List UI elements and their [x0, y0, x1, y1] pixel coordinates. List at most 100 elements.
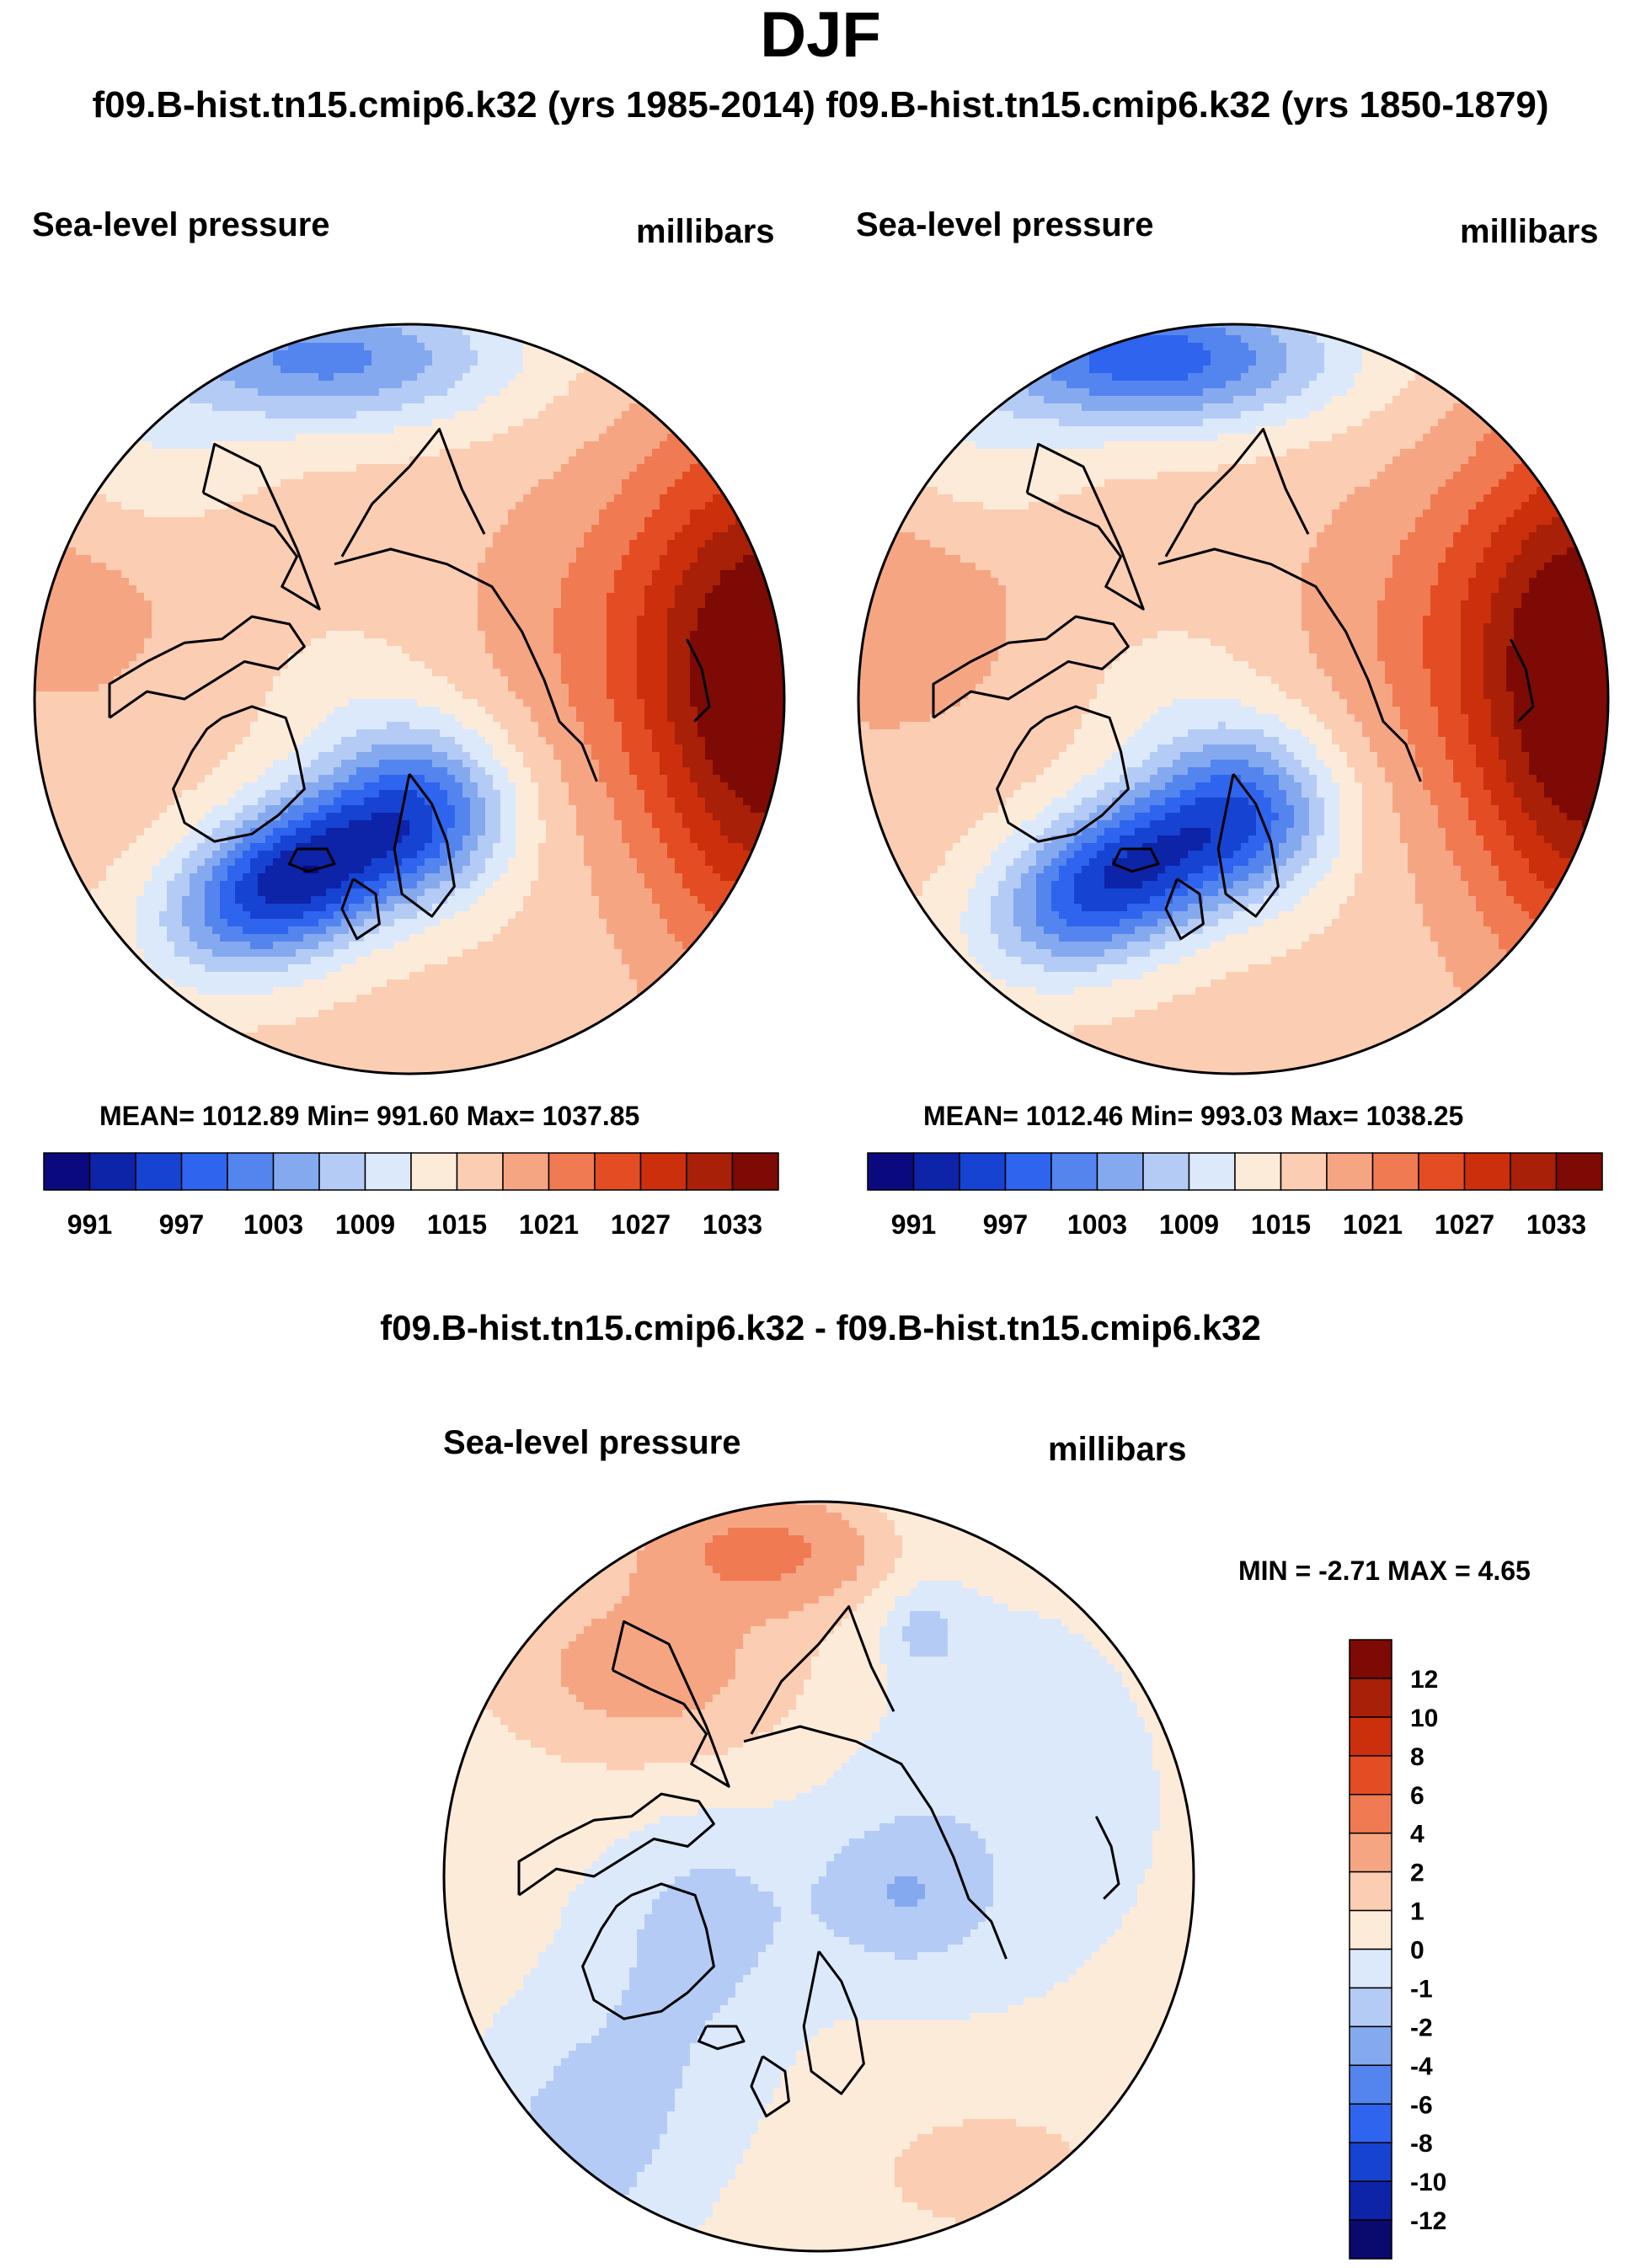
contour-cell	[356, 419, 365, 427]
contour-cell	[144, 744, 152, 753]
contour-cell	[303, 729, 312, 738]
contour-cell	[174, 593, 183, 601]
contour-cell	[440, 691, 448, 700]
contour-cell	[425, 843, 433, 851]
contour-cell	[235, 979, 243, 988]
contour-cell	[129, 873, 137, 882]
contour-cell	[144, 472, 152, 480]
contour-cell	[190, 464, 198, 472]
contour-cell	[220, 578, 228, 586]
contour-cell	[258, 373, 266, 382]
contour-cell	[394, 608, 403, 616]
contour-cell	[197, 835, 206, 844]
contour-cell	[470, 479, 478, 488]
contour-cell	[167, 419, 175, 427]
contour-cell	[159, 744, 168, 753]
contour-cell	[288, 919, 297, 927]
contour-cell	[212, 555, 221, 563]
contour-cell	[220, 873, 228, 882]
contour-cell	[417, 752, 425, 760]
contour-cell	[417, 926, 425, 935]
contour-cell	[311, 358, 319, 366]
contour-cell	[455, 737, 463, 745]
contour-cell	[258, 881, 266, 889]
contour-cell	[235, 593, 243, 601]
contour-cell	[379, 350, 388, 359]
contour-cell	[470, 1063, 478, 1071]
contour-cell	[364, 540, 372, 548]
contour-cell	[349, 631, 357, 639]
contour-cell	[447, 638, 456, 647]
contour-cell	[311, 858, 319, 867]
contour-cell	[99, 669, 107, 677]
contour-cell	[447, 767, 456, 776]
contour-cell	[273, 540, 281, 548]
contour-cell	[167, 411, 175, 419]
contour-cell	[394, 434, 403, 442]
contour-cell	[61, 532, 69, 541]
contour-cell	[83, 547, 92, 556]
contour-cell	[341, 949, 350, 958]
contour-cell	[61, 563, 69, 571]
contour-cell	[349, 358, 357, 366]
contour-cell	[258, 820, 266, 829]
contour-cell	[402, 798, 410, 806]
contour-cell	[159, 654, 168, 662]
contour-cell	[129, 775, 137, 783]
contour-cell	[462, 752, 471, 760]
contour-cell	[478, 547, 486, 556]
contour-cell	[387, 790, 395, 798]
contour-cell	[258, 487, 266, 495]
contour-cell	[364, 585, 372, 594]
contour-cell	[447, 540, 456, 548]
contour-cell	[129, 760, 137, 768]
contour-cell	[136, 722, 145, 730]
contour-cell	[394, 995, 403, 1003]
contour-cell	[159, 585, 168, 594]
contour-cell	[136, 494, 145, 503]
contour-cell	[197, 805, 206, 814]
contour-cell	[296, 858, 304, 867]
contour-cell	[440, 843, 448, 851]
contour-cell	[379, 979, 388, 988]
contour-cell	[462, 926, 471, 935]
contour-cell	[136, 760, 145, 768]
contour-cell	[478, 358, 486, 366]
contour-cell	[159, 881, 168, 889]
contour-cell	[417, 1025, 425, 1033]
contour-cell	[114, 722, 122, 730]
contour-cell	[371, 904, 380, 912]
contour-cell	[341, 343, 350, 351]
contour-cell	[136, 525, 145, 533]
contour-cell	[144, 464, 152, 472]
contour-cell	[273, 456, 281, 465]
contour-cell	[409, 343, 418, 351]
contour-cell	[447, 343, 456, 351]
contour-cell	[455, 1048, 463, 1056]
contour-cell	[205, 911, 213, 920]
contour-cell	[220, 441, 228, 450]
contour-cell	[174, 616, 183, 624]
contour-cell	[281, 456, 289, 465]
contour-cell	[371, 820, 380, 829]
contour-cell	[250, 919, 259, 927]
contour-cell	[349, 729, 357, 738]
contour-cell	[470, 381, 478, 389]
contour-cell	[326, 995, 334, 1003]
contour-cell	[227, 851, 236, 859]
contour-cell	[447, 995, 456, 1003]
contour-cell	[144, 517, 152, 526]
contour-cell	[190, 479, 198, 488]
contour-cell	[227, 669, 236, 677]
contour-cell	[379, 987, 388, 995]
contour-cell	[417, 623, 425, 632]
contour-cell	[402, 926, 410, 935]
contour-cell	[159, 570, 168, 579]
contour-cell	[425, 820, 433, 829]
contour-cell	[296, 419, 304, 427]
contour-cell	[190, 547, 198, 556]
contour-cell	[258, 1002, 266, 1011]
contour-cell	[182, 434, 190, 442]
contour-cell	[478, 532, 486, 541]
contour-cell	[197, 646, 206, 654]
